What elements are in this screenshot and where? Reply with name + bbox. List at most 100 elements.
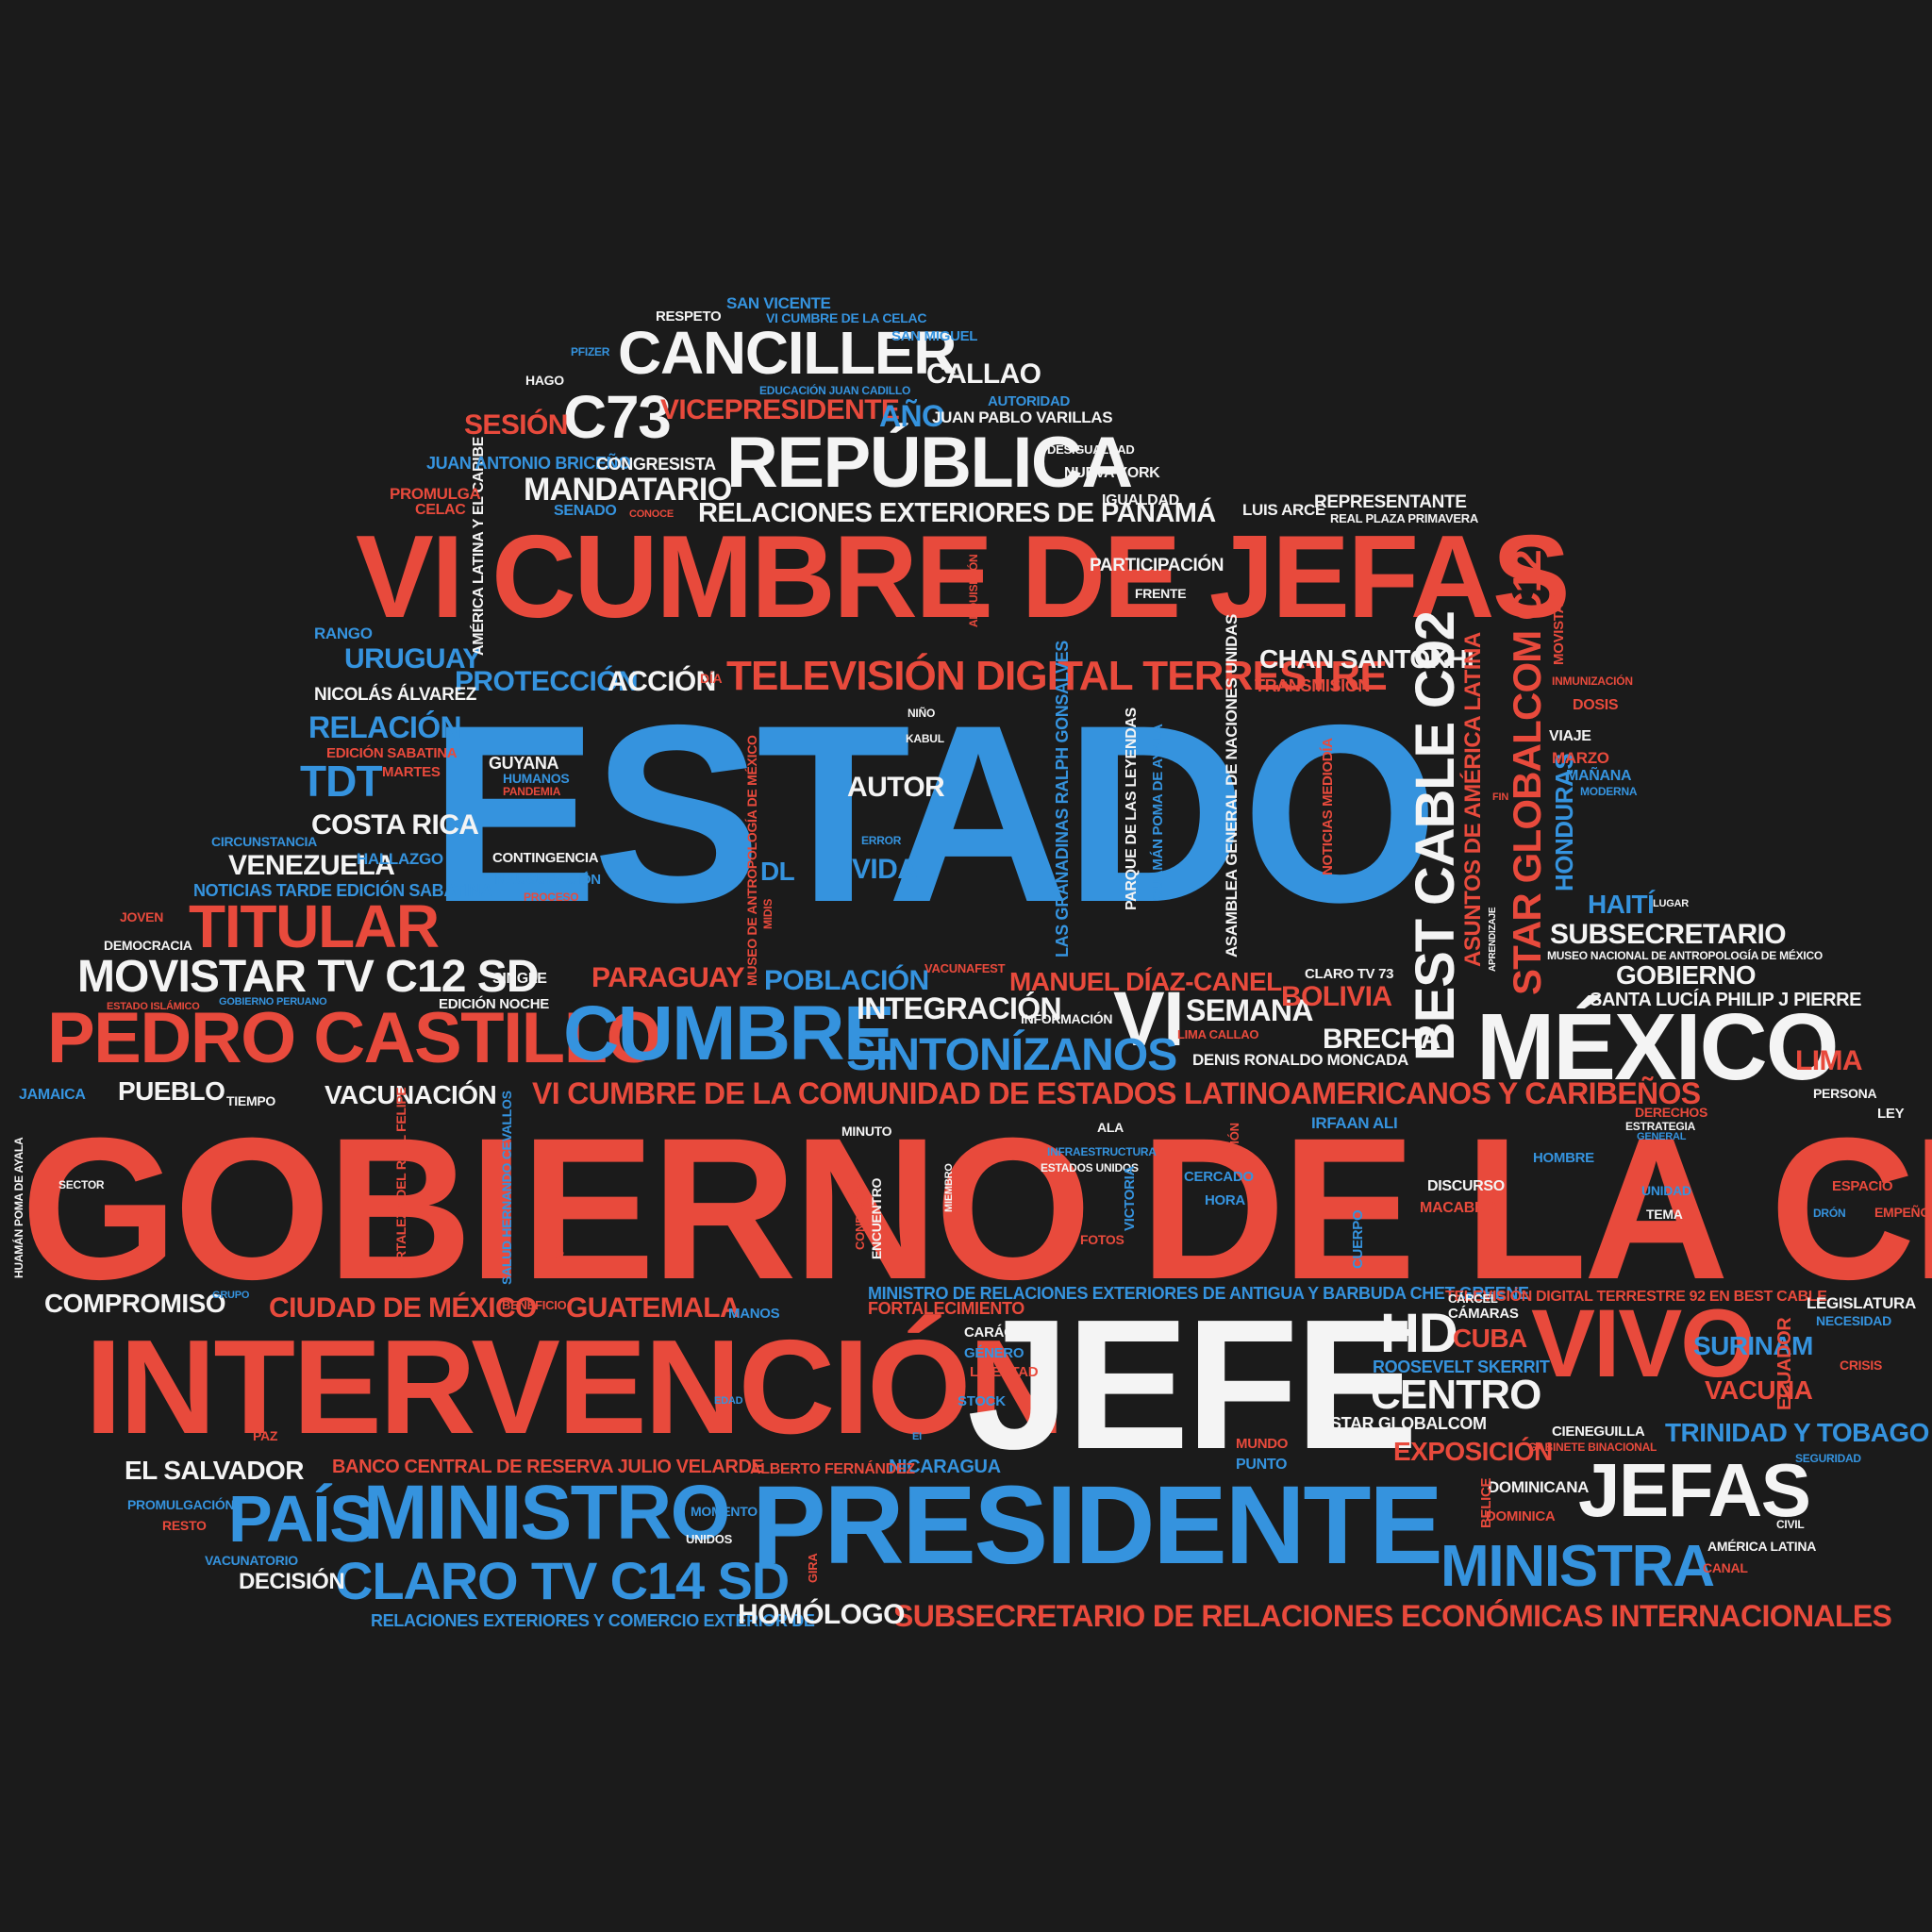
- word-dominicana: DOMINICANA: [1488, 1478, 1590, 1496]
- word-empeno: EMPEÑO: [1874, 1205, 1930, 1220]
- word-persona: PERSONA: [1813, 1086, 1877, 1101]
- word-vacunacion: VACUNACIÓN: [325, 1080, 497, 1109]
- word-homologo: HOMÓLOGO: [738, 1599, 905, 1630]
- word-marzo: MARZO: [1552, 749, 1609, 767]
- word-surinam: SURINAM: [1693, 1331, 1813, 1360]
- word-chan-santokhi: CHAN SANTOKHI: [1259, 644, 1474, 674]
- word-congresista: CONGRESISTA: [596, 455, 716, 474]
- word-stock: STOCK: [958, 1393, 1006, 1409]
- word-canal: CANAL: [1703, 1560, 1748, 1575]
- word-frente: FRENTE: [1135, 586, 1187, 601]
- word-unidos: UNIDOS: [686, 1532, 732, 1546]
- word-presidente: PRESIDENTE: [752, 1463, 1443, 1588]
- word-punto: PUNTO: [1236, 1457, 1288, 1473]
- word-dominica: DOMINICA: [1486, 1508, 1556, 1524]
- word-tiempo: TIEMPO: [226, 1093, 275, 1108]
- word-dl: DL: [760, 857, 795, 886]
- word-bolivia: BOLIVIA: [1281, 981, 1392, 1012]
- word-estrategia: ESTRATEGIA: [1625, 1120, 1696, 1133]
- word-mundo: MUNDO: [1236, 1436, 1289, 1452]
- word-estado: ESTADO: [429, 672, 1439, 955]
- word-circunstancia: CIRCUNSTANCIA: [211, 834, 317, 849]
- word-nueva-york: NUEVA YORK: [1064, 465, 1160, 481]
- word-camaras: CÁMARAS: [1448, 1306, 1519, 1322]
- word-vi-cumbre-de-jefas: VI CUMBRE DE JEFAS: [356, 512, 1571, 642]
- word-educacion-juan-cadillo: EDUCACIÓN JUAN CADILLO: [759, 384, 911, 397]
- word-cuerpo: CUERPO: [1350, 1209, 1366, 1269]
- word-minuto: MINUTO: [841, 1124, 892, 1139]
- word-asuntos-de-america-latina: ASUNTOS DE AMÉRICA LATINA: [1460, 632, 1486, 967]
- word-santa-lucia: SANTA LUCÍA PHILIP J PIERRE: [1590, 990, 1862, 1010]
- word-infraestructura: INFRAESTRUCTURA: [1047, 1145, 1157, 1158]
- word-guyana: GUYANA: [489, 754, 559, 773]
- word-hallazgo: HALLAZGO: [357, 850, 443, 868]
- word-unidad: UNIDAD: [1641, 1183, 1691, 1198]
- word-hora: HORA: [1205, 1192, 1245, 1208]
- word-centro: CENTRO: [1371, 1372, 1541, 1418]
- word-c-rcel: CÁRCEL: [1448, 1291, 1498, 1306]
- word-crisis: CRISIS: [1840, 1357, 1882, 1373]
- word-gabinete-binacional: GABINETE BINACIONAL: [1528, 1441, 1657, 1454]
- word-necesidad: NECESIDAD: [1816, 1313, 1891, 1328]
- word-nino: NIÑO: [908, 707, 936, 720]
- word-costa-rica: COSTA RICA: [311, 809, 479, 841]
- word-pueblo: PUEBLO: [118, 1076, 225, 1106]
- word-uruguay: URUGUAY: [344, 643, 481, 675]
- word-alberto-fernandez: ALBERTO FERNÁNDEZ: [750, 1461, 915, 1477]
- word-brecha: BRECHA: [1323, 1024, 1441, 1055]
- word-vivo: VIVO: [1531, 1290, 1756, 1397]
- word-moderna: MODERNA: [1580, 785, 1638, 798]
- word-cuba: CUBA: [1453, 1324, 1527, 1353]
- word-celac: CELAC: [415, 502, 466, 518]
- word-denis-ronaldo-moncada: DENIS RONALDO MONCADA: [1192, 1051, 1408, 1069]
- word-tema: TEMA: [1646, 1207, 1683, 1222]
- word-conoce: CONOCE: [629, 508, 674, 520]
- word-joven: JOVEN: [120, 909, 164, 924]
- word-paraguay: PARAGUAY: [591, 962, 745, 993]
- word-humanos: HUMANOS: [503, 771, 570, 786]
- word-dia: DÍA: [700, 671, 723, 686]
- word-edad: EDAD: [714, 1395, 743, 1407]
- word-inmunizacion: INMUNIZACIÓN: [1552, 675, 1633, 688]
- word-noticias-mediodia: NOTICIAS MEDIODÍA: [1320, 738, 1336, 875]
- word-gobierno-peruano: GOBIERNO PERUANO: [219, 996, 327, 1008]
- word-decision: DECISIÓN: [239, 1569, 345, 1594]
- word-libertad: LIBERTAD: [970, 1364, 1039, 1380]
- word-movistar: MOVISTAR: [1551, 593, 1567, 665]
- word-luis-arce: LUIS ARCE: [1242, 501, 1325, 519]
- word-momento: MOMENTO: [691, 1504, 758, 1519]
- word-museo-de-antropologia: MUSEO DE ANTROPOLOGÍA DE MÉXICO: [744, 735, 759, 986]
- word-respeto: RESPETO: [656, 308, 722, 325]
- word-ministro: MINISTRO: [363, 1470, 730, 1556]
- word-discurso: DISCURSO: [1427, 1178, 1505, 1194]
- word-derechos: DERECHOS: [1635, 1105, 1708, 1120]
- word-grupo: GRUPO: [212, 1290, 250, 1301]
- word-juan-pablo-varillas: JUAN PABLO VARILLAS: [932, 408, 1113, 426]
- word-vicepresidente: VICEPRESIDENTE: [660, 394, 900, 425]
- word-cumbre: CUMBRE: [563, 991, 895, 1076]
- word-vacunafest: VACUNAFEST: [924, 961, 1006, 975]
- word-promulga: PROMULGA: [390, 485, 481, 503]
- word-condicion: CONDICIÓN: [853, 1181, 867, 1250]
- word-ciudad-de-mexico: CIUDAD DE MÉXICO: [269, 1292, 537, 1324]
- word-fortaleza-del-real-felipe: FORTALEZA DEL REAL FELIPE: [393, 1087, 408, 1279]
- word-general: GENERAL: [1637, 1131, 1687, 1142]
- word-huaman-poma-de-ayala: HUAMÁN POMA DE AYALA: [12, 1137, 25, 1278]
- word-ministra: MINISTRA: [1441, 1534, 1715, 1599]
- word-cercado: CERCADO: [1184, 1169, 1254, 1185]
- word-museo-nacional: MUSEO NACIONAL DE ANTROPOLOGÍA DE MÉXICO: [1547, 949, 1823, 962]
- word-pais: PAÍS: [228, 1482, 374, 1556]
- word-tdt: TDT: [300, 757, 383, 806]
- word-manuel-diaz-canel: MANUEL DÍAZ-CANEL: [1009, 967, 1282, 996]
- word-paz: PAZ: [253, 1428, 278, 1443]
- word-nicolas-alvarez: NICOLÁS ÁLVAREZ: [314, 685, 476, 705]
- word-lugar: LUGAR: [1653, 898, 1690, 909]
- word-vacuna: VACUNA: [1705, 1375, 1813, 1405]
- word-vi: VI: [1113, 976, 1185, 1062]
- word-america-latina: AMÉRICA LATINA: [1707, 1539, 1817, 1554]
- word-desigualdad: DESIGUALDAD: [1047, 442, 1135, 457]
- word-ala: ALA: [1097, 1120, 1124, 1135]
- word-parque-de-las-leyendas: PARQUE DE LAS LEYENDAS: [1124, 708, 1140, 910]
- word-poblacion: POBLACIÓN: [764, 965, 929, 996]
- word-proteccion: PROTECCIÓN: [455, 666, 639, 697]
